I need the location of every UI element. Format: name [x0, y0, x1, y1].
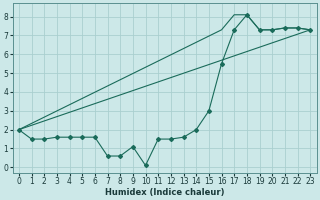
X-axis label: Humidex (Indice chaleur): Humidex (Indice chaleur)	[105, 188, 224, 197]
